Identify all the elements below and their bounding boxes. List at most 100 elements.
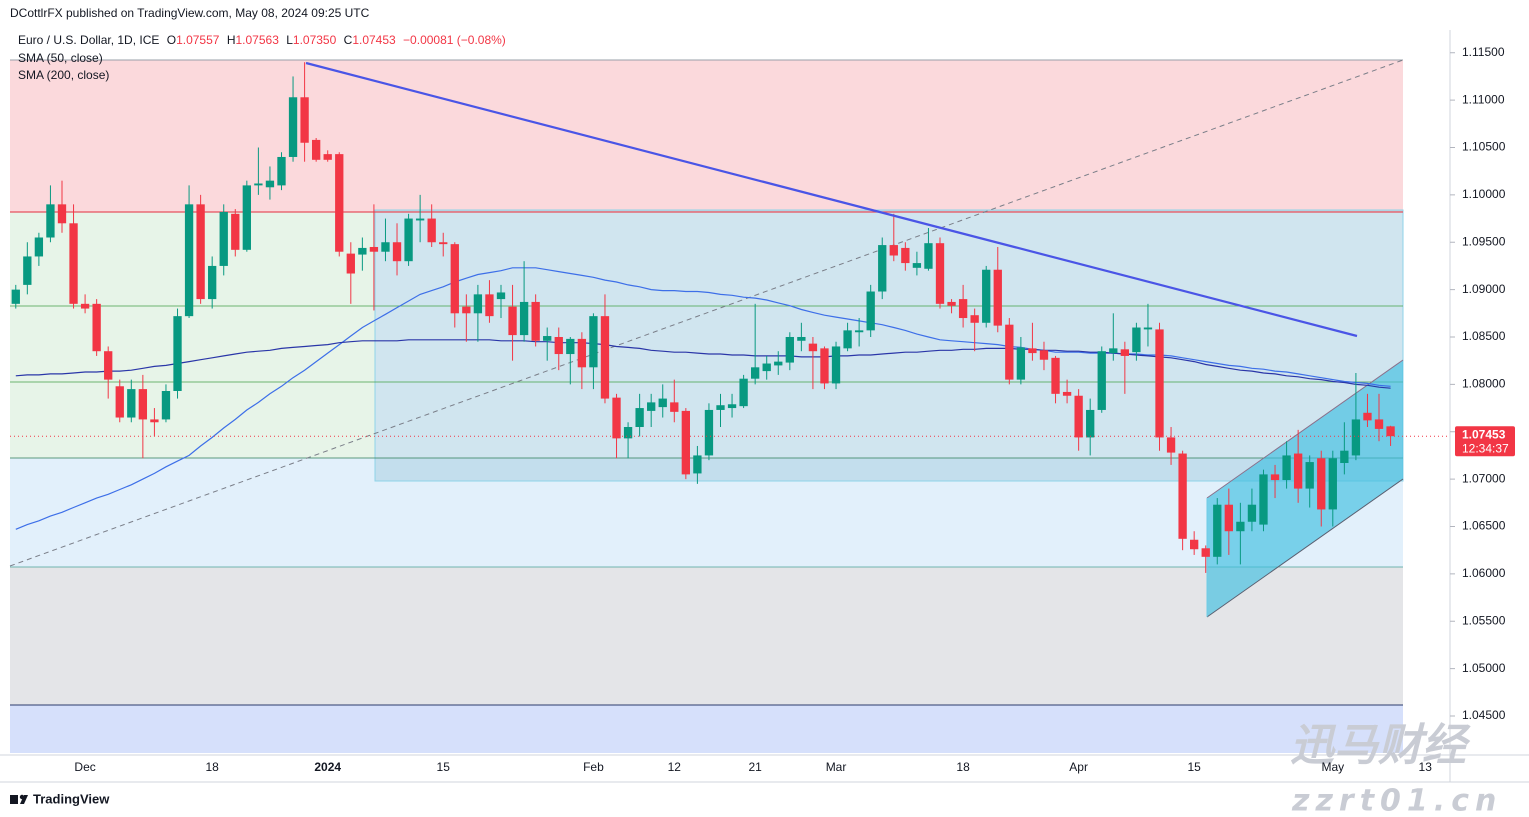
candle-body — [1201, 548, 1210, 557]
legend-entry: SMA (50, close) — [18, 51, 103, 65]
candle-body — [647, 402, 656, 411]
candle-body — [970, 315, 979, 323]
candle-body — [473, 294, 483, 314]
candle-body — [358, 247, 367, 255]
candle-body — [1155, 329, 1164, 438]
candle-body — [866, 291, 875, 331]
candle-body — [1039, 350, 1049, 360]
candle-body — [1016, 347, 1026, 380]
candle-body — [958, 299, 968, 319]
price-tag-label: 1.07453 — [1462, 427, 1506, 441]
candle-body — [1166, 437, 1176, 453]
candle-body — [947, 301, 956, 306]
candle-body — [727, 404, 737, 409]
candle-body — [184, 204, 194, 317]
y-tick-label: 1.09000 — [1462, 282, 1506, 296]
candle-body — [797, 336, 806, 341]
candle-body — [1120, 349, 1130, 356]
candle-body — [1109, 348, 1118, 354]
y-tick-label: 1.09500 — [1462, 234, 1506, 248]
y-tick-label: 1.11000 — [1462, 92, 1505, 106]
x-tick-label: Dec — [74, 760, 95, 774]
candle-body — [323, 154, 332, 160]
candle-body — [762, 363, 771, 372]
y-tick-label: 1.06500 — [1462, 519, 1506, 533]
price-tag — [1455, 426, 1515, 457]
candle-body — [1051, 357, 1060, 394]
x-tick-label: Mar — [826, 760, 847, 774]
channel-edge — [1206, 359, 1404, 499]
candle-body — [924, 243, 933, 269]
candle-body — [543, 336, 552, 341]
candle-body — [739, 378, 748, 407]
candle-body — [196, 204, 205, 300]
candle-body — [92, 303, 101, 352]
candle-body — [381, 242, 390, 252]
watermark-url: zzrt01.cn — [1291, 784, 1502, 817]
y-tick-label: 1.06000 — [1462, 566, 1506, 580]
candle-body — [265, 180, 275, 188]
candle-body — [311, 139, 321, 160]
ohlc-label: O — [167, 33, 176, 47]
candle-body — [612, 397, 621, 439]
bottom-zone — [10, 705, 1403, 753]
candle-body — [843, 330, 852, 349]
candle-body — [415, 218, 425, 221]
y-tick-label: 1.04500 — [1462, 708, 1506, 722]
x-tick-label: May — [1321, 760, 1344, 774]
y-tick-label: 1.05500 — [1462, 613, 1506, 627]
candle-body — [450, 244, 459, 314]
candle-body — [1236, 521, 1245, 532]
candle-body — [219, 211, 228, 266]
y-tick-label: 1.10000 — [1462, 187, 1506, 201]
candle-body — [1363, 412, 1372, 421]
ohlc-value: 1.07563 — [235, 33, 279, 47]
candle-body — [658, 398, 667, 408]
ohlc-label: L — [286, 33, 293, 47]
y-tick-label: 1.10500 — [1462, 140, 1506, 154]
candle-body — [242, 185, 251, 250]
candle-body — [300, 97, 309, 143]
ohlc-label: C — [344, 33, 353, 47]
candle-body — [993, 269, 1002, 326]
candle-body — [635, 408, 644, 428]
y-tick-label: 1.07000 — [1462, 471, 1506, 485]
candle-body — [208, 265, 217, 300]
candle-body — [1328, 458, 1337, 510]
candle-body — [1293, 453, 1303, 489]
candle-body — [508, 306, 517, 336]
ohlc-value: 1.07557 — [176, 33, 220, 47]
candle-body — [138, 389, 148, 420]
candle-body — [346, 253, 355, 274]
candle-body — [577, 338, 587, 368]
candle-body — [1282, 455, 1291, 481]
candle-body — [288, 97, 298, 157]
symbol-title: Euro / U.S. Dollar, 1D, ICE — [18, 33, 159, 47]
candle-body — [69, 223, 78, 304]
channel-edge — [1206, 478, 1404, 618]
candle-body — [1270, 474, 1280, 481]
legend-entry: SMA (200, close) — [18, 68, 109, 82]
candle-body — [1340, 450, 1349, 464]
candle-body — [80, 303, 90, 309]
candle-body — [1086, 409, 1095, 438]
candle-body — [693, 455, 702, 474]
candle-body — [254, 183, 263, 186]
candle-body — [774, 361, 783, 366]
candle-body — [785, 336, 794, 363]
candle-body — [831, 346, 841, 384]
candle-body — [531, 301, 540, 341]
candle-body — [1143, 327, 1153, 330]
candle-body — [820, 348, 829, 384]
candle-body — [23, 256, 32, 285]
y-tick-label: 1.08500 — [1462, 329, 1506, 343]
dashed-trendline — [9, 59, 1404, 567]
candle-body — [1317, 458, 1326, 510]
resistance-zone — [10, 60, 1403, 212]
candle-body — [566, 338, 575, 355]
candle-body — [485, 294, 494, 317]
candle-body — [912, 263, 922, 268]
y-tick-label: 1.05000 — [1462, 661, 1506, 675]
ohlc-label: H — [227, 33, 236, 47]
